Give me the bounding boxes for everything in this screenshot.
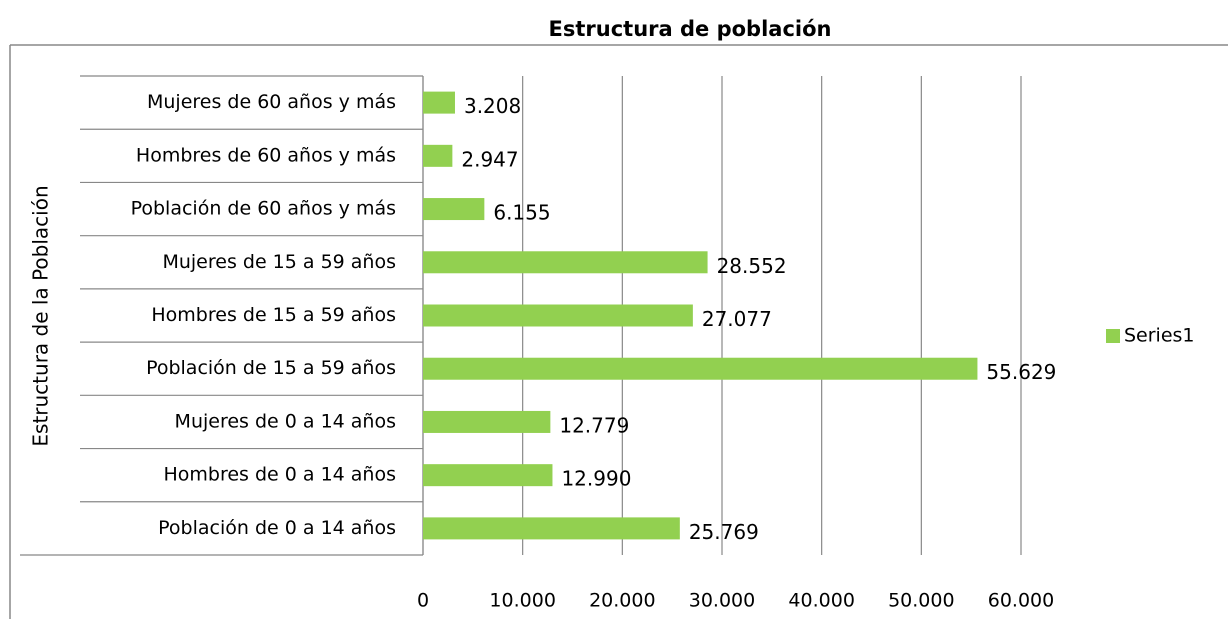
data-label: 55.629 — [986, 360, 1056, 384]
data-label: 2.947 — [461, 147, 518, 171]
y-tick-label: Población de 60 años y más — [131, 198, 396, 220]
y-tick-label: Mujeres de 0 a 14 años — [175, 410, 396, 432]
x-tick-label: 50.000 — [888, 590, 954, 612]
legend-swatch — [1106, 329, 1120, 343]
data-label: 6.155 — [493, 201, 550, 225]
y-tick-label: Mujeres de 60 años y más — [147, 91, 396, 113]
chart-title: Estructura de población — [549, 17, 832, 41]
bar — [423, 198, 485, 221]
bar — [423, 357, 978, 380]
data-label: 12.779 — [559, 413, 629, 437]
data-label: 25.769 — [689, 520, 759, 544]
data-label: 28.552 — [717, 254, 787, 278]
legend-label: Series1 — [1124, 325, 1195, 347]
x-tick-label: 10.000 — [489, 590, 555, 612]
x-tick-label: 0 — [417, 590, 429, 612]
y-tick-label: Hombres de 0 a 14 años — [163, 464, 396, 486]
y-tick-label: Hombres de 15 a 59 años — [151, 304, 396, 326]
x-tick-label: 30.000 — [689, 590, 755, 612]
bar — [423, 91, 455, 114]
bar — [423, 251, 708, 274]
y-tick-label: Mujeres de 15 a 59 años — [162, 251, 396, 273]
data-label: 27.077 — [702, 307, 772, 331]
y-tick-label: Hombres de 60 años y más — [136, 144, 396, 166]
x-tick-label: 40.000 — [788, 590, 854, 612]
data-label: 3.208 — [464, 94, 521, 118]
x-tick-label: 20.000 — [589, 590, 655, 612]
y-axis-title: Estructura de la Población — [29, 185, 53, 446]
x-tick-label: 60.000 — [988, 590, 1054, 612]
bar — [423, 144, 453, 167]
data-label: 12.990 — [561, 467, 631, 491]
bar — [423, 464, 553, 487]
y-tick-label: Población de 0 a 14 años — [158, 517, 396, 539]
y-tick-label: Población de 15 a 59 años — [146, 357, 396, 379]
bar — [423, 410, 551, 433]
bar — [423, 304, 693, 327]
bar — [423, 517, 680, 540]
